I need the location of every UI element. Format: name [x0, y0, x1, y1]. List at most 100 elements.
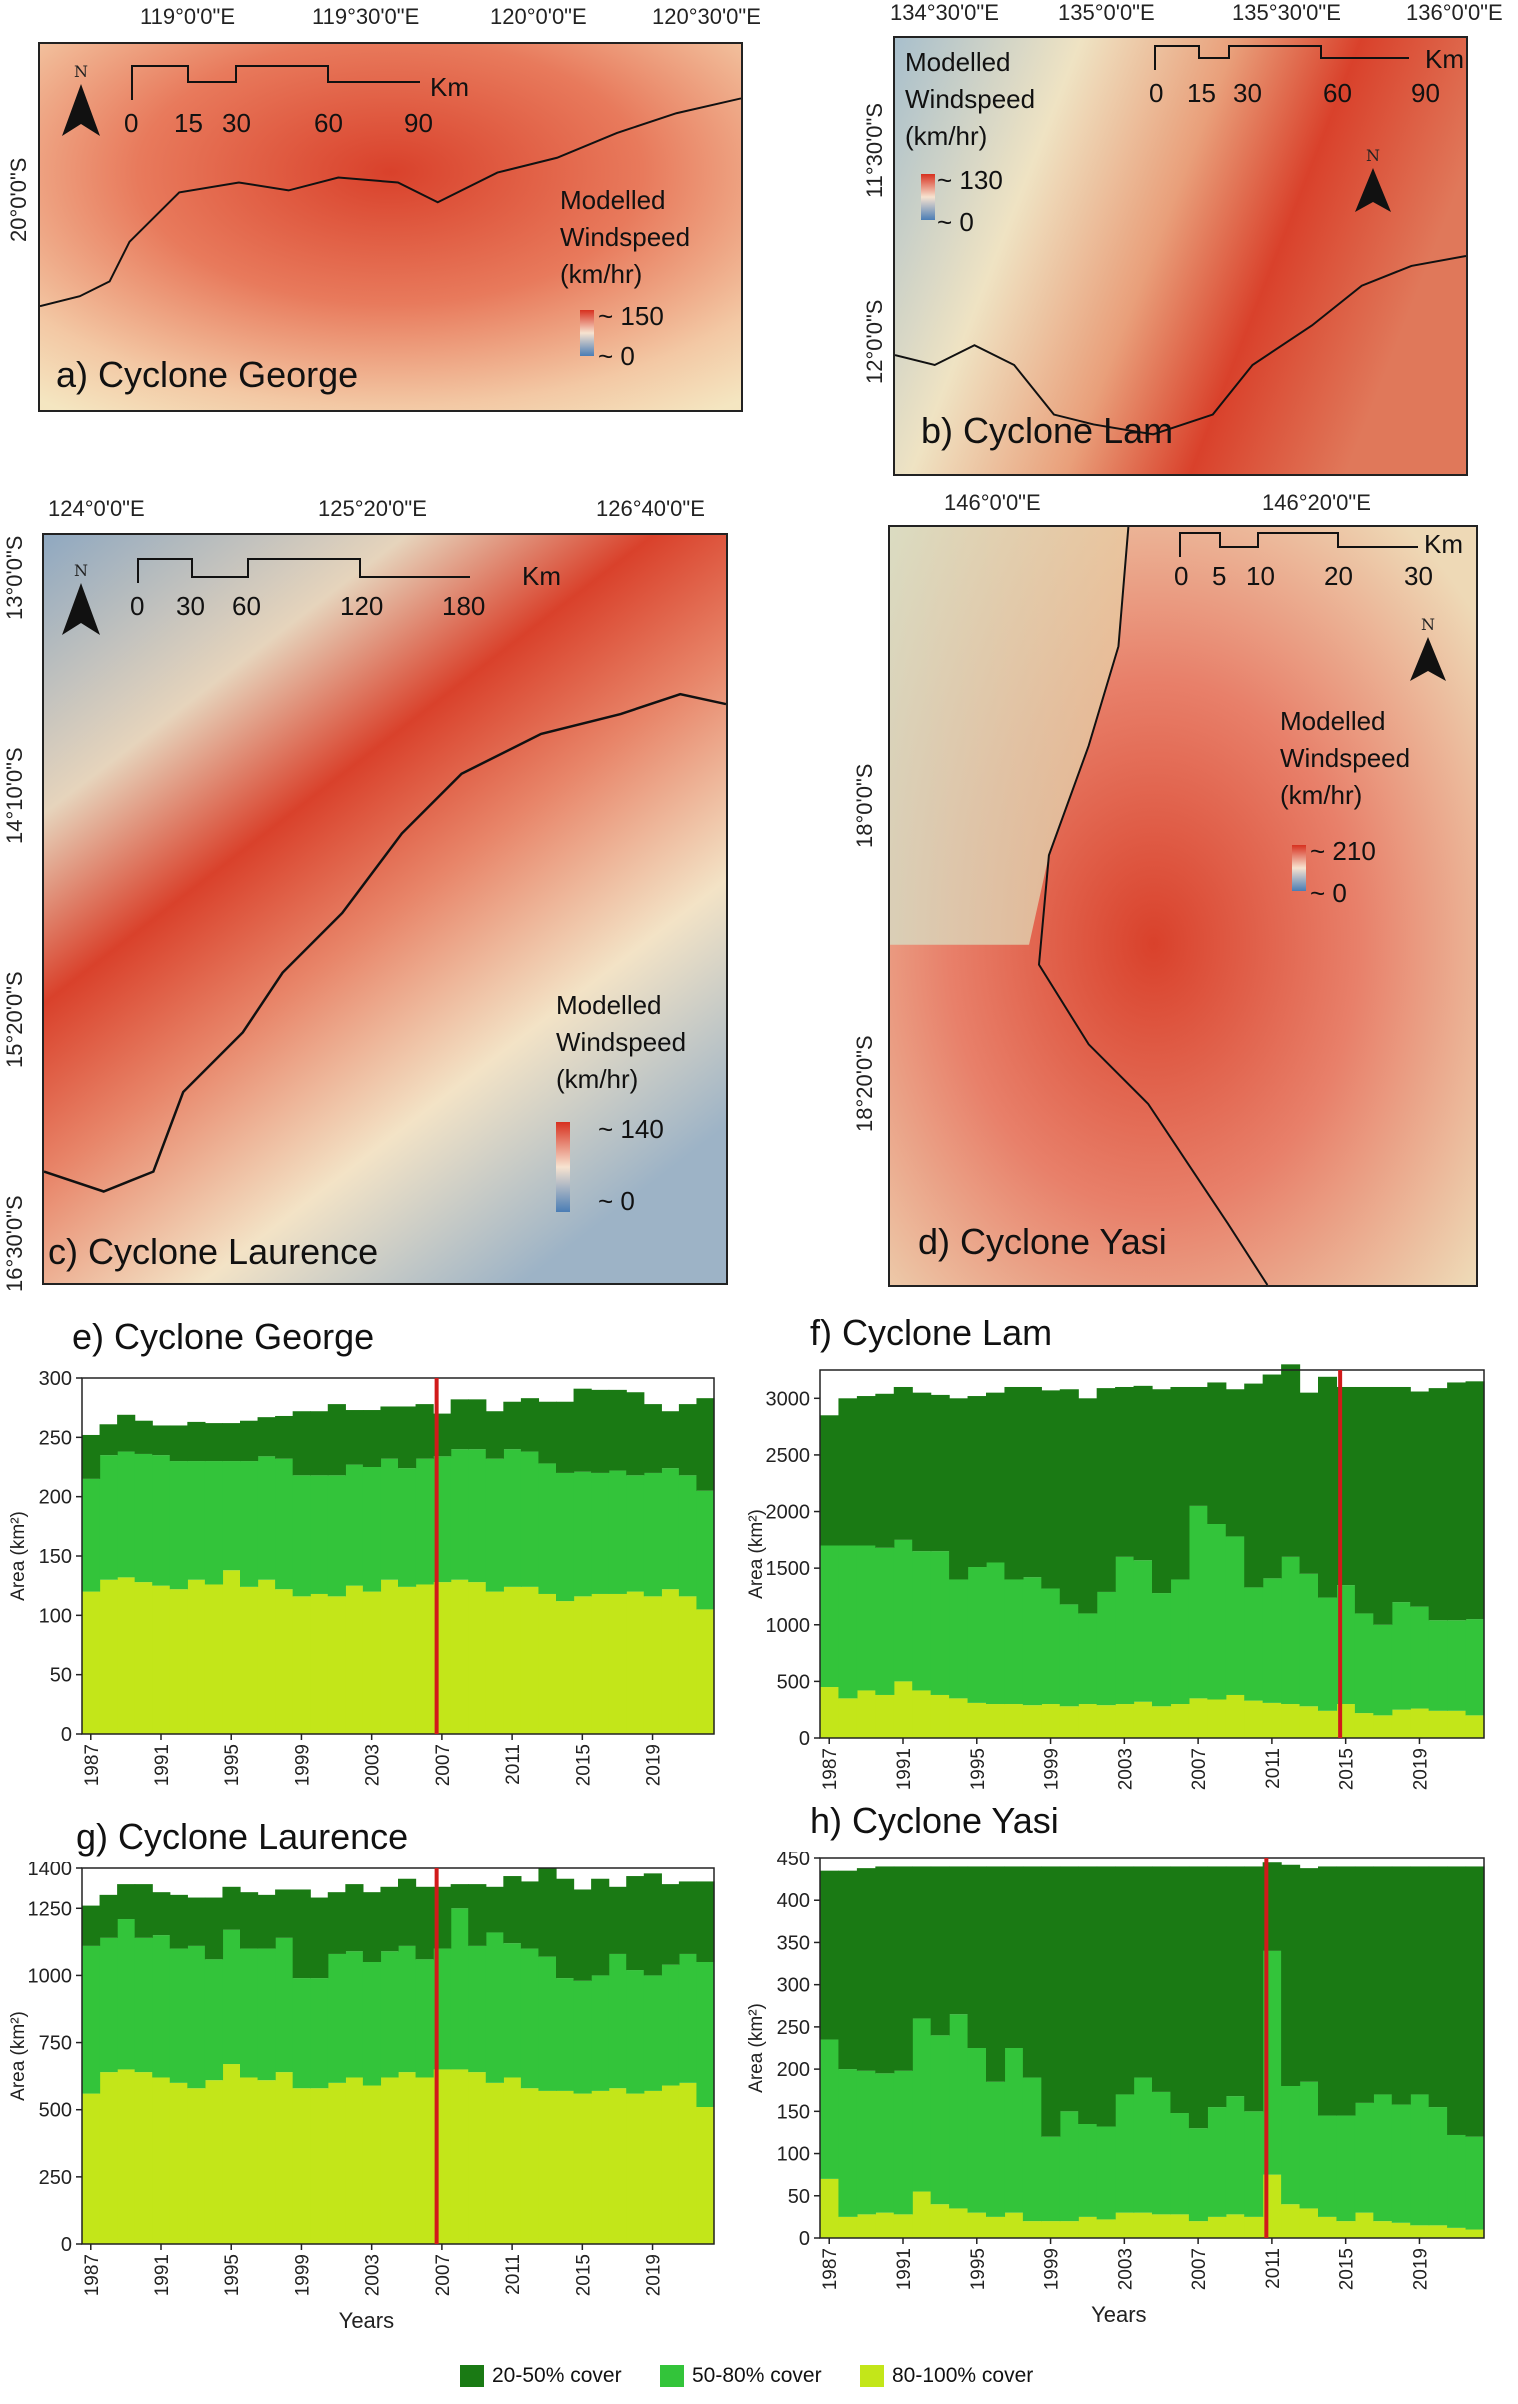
area-bar [967, 2212, 987, 2238]
area-bar [82, 1478, 101, 1592]
area-bar [1188, 1866, 1208, 2129]
area-bar [169, 1461, 188, 1590]
y-tick-label: 2000 [766, 1502, 811, 1524]
area-bar [1170, 1704, 1190, 1738]
area-bar [152, 1425, 171, 1456]
area-bar [1244, 1587, 1264, 1701]
legend-title-line: (km/hr) [905, 121, 988, 151]
area-bar [240, 1586, 259, 1734]
area-bar [820, 1870, 840, 2040]
area-bar [1059, 2111, 1079, 2222]
y-tick-label: 500 [777, 1671, 810, 1693]
area-bar [626, 1876, 645, 1971]
area-bar [573, 1388, 592, 1472]
area-bar [1410, 2094, 1430, 2226]
area-bar [415, 1458, 434, 1585]
plot-frame [819, 1857, 1485, 2239]
y-tick-label: 150 [39, 1546, 72, 1568]
area-bar [204, 1461, 224, 1585]
x-tick-label: 2011 [1263, 1748, 1284, 1789]
area-bar [696, 1962, 715, 2108]
latitude-label: 18°20'0"S [852, 1035, 877, 1132]
area-bar [986, 2081, 1006, 2217]
area-bar [134, 1884, 153, 1938]
y-tick-label: 2500 [766, 1445, 811, 1467]
area-bar [678, 2082, 698, 2244]
scale-bar: 0 30 60 120 180 Km [130, 557, 561, 637]
area-bar [1022, 1577, 1042, 1706]
area-bar [1022, 2077, 1042, 2222]
area-bar [1299, 1706, 1319, 1738]
area-bar [986, 1562, 1006, 1705]
area-bar [1465, 2229, 1485, 2238]
area-bar [949, 1579, 969, 1699]
area-bar [1188, 1386, 1208, 1506]
area-bar [240, 2077, 259, 2244]
x-tick-label: 2007 [1189, 2248, 1210, 2290]
legend-min: ~ 0 [937, 207, 974, 237]
area-bar [1447, 1710, 1467, 1738]
area-bar [1022, 1705, 1042, 1738]
area-bar [643, 1873, 662, 1976]
area-bar [1299, 1573, 1319, 1707]
area-bar [608, 1389, 627, 1471]
x-tick-label: 2011 [503, 1744, 524, 1785]
area-bar [875, 2073, 895, 2213]
area-bar [1207, 1382, 1227, 1524]
area-bar [327, 1892, 346, 1954]
legend-min: ~ 0 [598, 341, 635, 371]
area-bar [1299, 2081, 1319, 2209]
windspeed-raster [44, 535, 726, 1283]
area-bar [1004, 1704, 1024, 1738]
area-bar [643, 2090, 662, 2244]
area-bar [538, 1868, 557, 1957]
chart-cyclone-yasi: 0 50 100 150 200 250 300 350 400 450 Area (km²) 198… [746, 1852, 1485, 2327]
area-bar [1133, 2212, 1153, 2238]
y-tick-label: 350 [777, 1932, 810, 1954]
scale-label: 0 [130, 591, 145, 621]
area-bar [1354, 1866, 1374, 2103]
area-bar [1281, 1704, 1301, 1738]
area-bar [1096, 1591, 1116, 1706]
scale-unit: Km [522, 561, 561, 591]
windspeed-raster [40, 44, 741, 410]
area-bar [398, 1586, 417, 1734]
series-50-80-cover [82, 1908, 715, 2108]
area-bar [152, 2077, 171, 2244]
area-bar [1004, 2212, 1024, 2238]
area-bar [204, 1897, 224, 1960]
legend-title-line: Modelled [556, 990, 662, 1020]
area-bar [187, 2088, 206, 2244]
area-bar [1225, 1866, 1245, 2097]
area-bar [1078, 1866, 1098, 2124]
longitude-label: 135°0'0"E [1058, 0, 1155, 25]
area-bar [838, 2216, 858, 2238]
area-bar [1281, 2204, 1301, 2238]
area-bar [1465, 1381, 1485, 1620]
area-bar [380, 1579, 399, 1734]
area-bar [893, 2070, 913, 2215]
area-bar [345, 1410, 364, 1465]
scale-bar: 0 15 30 60 90 Km [124, 64, 469, 144]
x-tick-label: 1995 [968, 1748, 989, 1790]
area-bar [1152, 1593, 1172, 1707]
area-bar [99, 1579, 118, 1734]
area-bar [1318, 1597, 1338, 1711]
area-bar [117, 2069, 136, 2244]
area-bar [82, 2093, 101, 2244]
x-tick-label: 1987 [820, 2248, 841, 2290]
area-bar [169, 1894, 188, 1949]
scale-bar: 0 15 30 60 90 Km [1149, 44, 1464, 124]
area-bar [1244, 1866, 1264, 2112]
scale-unit: Km [430, 72, 469, 102]
area-bar [591, 1975, 610, 2091]
longitude-label: 146°0'0"E [944, 490, 1041, 515]
map-cyclone-yasi: 0 5 10 20 30 Km N Modelled Windspeed (km… [888, 525, 1478, 1287]
area-bar [169, 1589, 188, 1734]
area-bar [1170, 2214, 1190, 2238]
x-tick-label: 2019 [644, 1744, 665, 1786]
area-bar [626, 2093, 645, 2244]
area-bar [345, 2077, 364, 2244]
coastline [44, 692, 726, 1193]
area-bar [275, 2072, 294, 2244]
